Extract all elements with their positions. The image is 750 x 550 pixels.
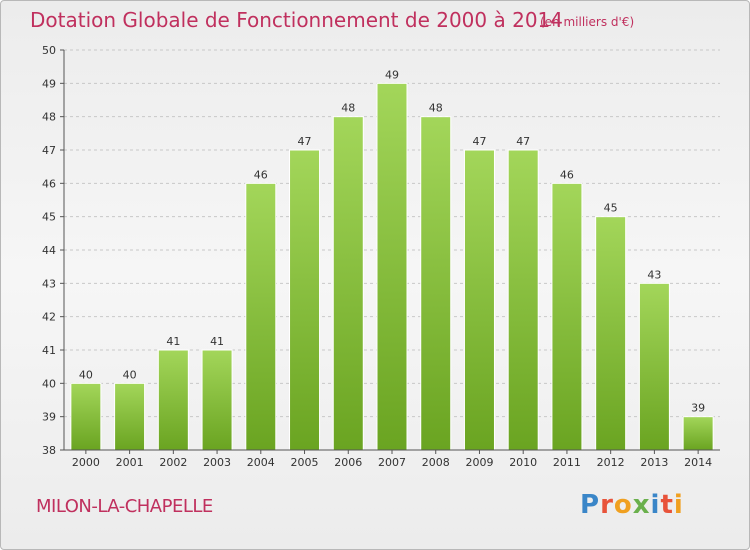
logo-letter: t (660, 490, 674, 520)
bar-value-label: 43 (647, 268, 661, 281)
bar-value-label: 40 (79, 368, 93, 381)
x-tick-label: 2012 (597, 456, 625, 469)
x-tick-label: 2005 (291, 456, 319, 469)
y-tick-label: 41 (42, 344, 56, 357)
bar-2002 (157, 349, 189, 451)
bar-2010 (507, 149, 539, 451)
bar-2005 (289, 149, 321, 451)
x-tick-label: 2013 (640, 456, 668, 469)
y-tick-label: 38 (42, 444, 56, 457)
x-tick-label: 2000 (72, 456, 100, 469)
logo-letter: i (650, 490, 661, 520)
proxiti-logo: Proxiti (580, 490, 684, 520)
bar-2012 (595, 216, 627, 451)
bar-2008 (420, 116, 452, 451)
bar-value-label: 48 (429, 102, 443, 115)
bar-2014 (682, 416, 714, 451)
logo-letter: r (600, 490, 614, 520)
y-tick-label: 39 (42, 411, 56, 424)
y-tick-label: 48 (42, 111, 56, 124)
bar-value-label: 47 (472, 135, 486, 148)
bar-value-label: 39 (691, 402, 705, 415)
bar-value-label: 41 (166, 335, 180, 348)
logo-letter: o (613, 490, 633, 520)
y-tick-label: 47 (42, 144, 56, 157)
bar-2003 (201, 349, 233, 451)
bar-2001 (114, 382, 146, 451)
bar-value-label: 41 (210, 335, 224, 348)
logo-letter: P (580, 490, 601, 520)
x-tick-label: 2011 (553, 456, 581, 469)
bar-value-label: 47 (298, 135, 312, 148)
bar-value-label: 46 (560, 168, 574, 181)
logo-letter: i (673, 490, 684, 520)
x-tick-label: 2010 (509, 456, 537, 469)
y-tick-label: 45 (42, 211, 56, 224)
bar-2013 (638, 282, 670, 451)
x-tick-label: 2003 (203, 456, 231, 469)
x-tick-label: 2008 (422, 456, 450, 469)
bar-value-label: 40 (123, 368, 137, 381)
x-tick-label: 2007 (378, 456, 406, 469)
bars: 40 40 41 41 46 47 48 49 48 47 47 46 45 43 39 (70, 68, 714, 451)
bar-value-label: 49 (385, 68, 399, 81)
bar-value-label: 47 (516, 135, 530, 148)
x-tick-label: 2004 (247, 456, 275, 469)
y-tick-label: 44 (42, 244, 56, 257)
chart-title: Dotation Globale de Fonctionnement de 20… (30, 8, 563, 32)
logo-letter: x (632, 490, 651, 520)
bar-2000 (70, 382, 102, 451)
bar-value-label: 45 (604, 202, 618, 215)
x-tick-label: 2014 (684, 456, 712, 469)
chart-unit: (en milliers d'€) (540, 15, 635, 29)
x-tick-label: 2002 (159, 456, 187, 469)
bar-2007 (376, 82, 408, 451)
y-tick-label: 43 (42, 277, 56, 290)
x-tick-label: 2006 (334, 456, 362, 469)
y-tick-label: 46 (42, 177, 56, 190)
axes: 38 39 40 41 42 43 44 45 46 47 48 49 50 2000 2001 2002 20… (42, 44, 720, 469)
bar-2004 (245, 182, 277, 451)
bar-2011 (551, 182, 583, 451)
town-name: MILON-LA-CHAPELLE (36, 496, 213, 517)
x-tick-label: 2009 (465, 456, 493, 469)
bar-value-label: 46 (254, 168, 268, 181)
y-tick-label: 50 (42, 44, 56, 57)
y-tick-label: 40 (42, 377, 56, 390)
bar-2006 (332, 116, 364, 451)
y-tick-label: 42 (42, 311, 56, 324)
bar-2009 (463, 149, 495, 451)
x-tick-label: 2001 (116, 456, 144, 469)
y-tick-label: 49 (42, 77, 56, 90)
bar-value-label: 48 (341, 102, 355, 115)
